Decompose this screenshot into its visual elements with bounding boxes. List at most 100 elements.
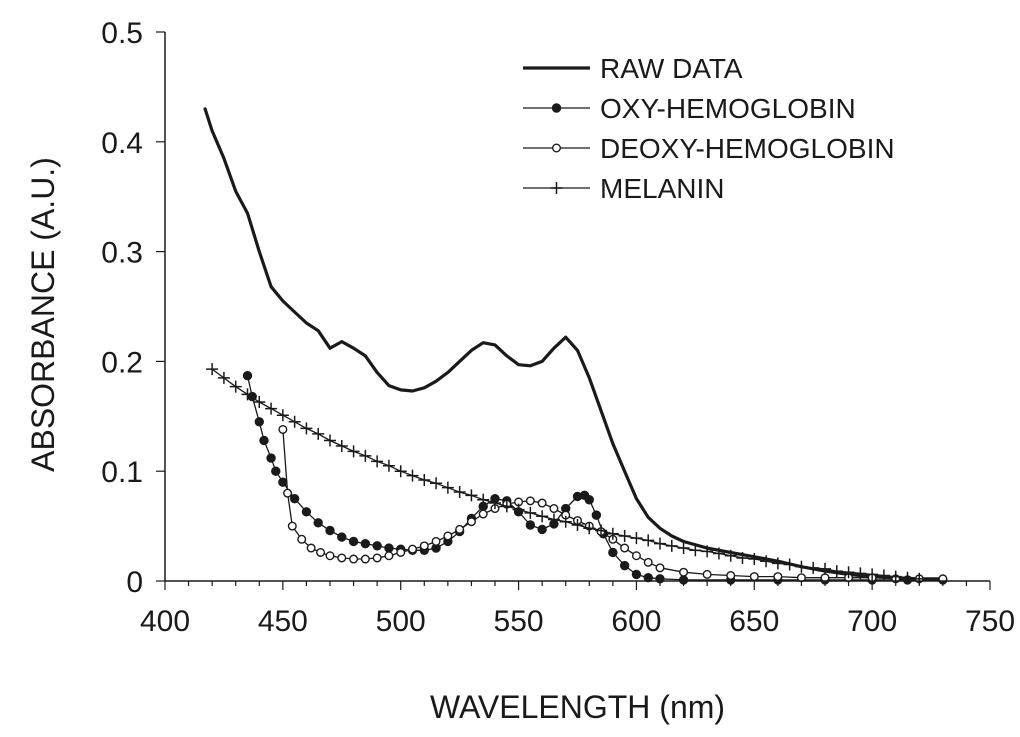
x-axis-ticks: 400 450 500 550 600 650 700 750 [140, 581, 1015, 638]
data-point-deoxy-hemoglobin [726, 571, 736, 581]
data-point-melanin [229, 380, 242, 393]
data-point-deoxy-hemoglobin [337, 553, 347, 563]
data-point-melanin [783, 558, 796, 571]
series-line-raw-data [203, 107, 945, 581]
data-point-melanin [441, 481, 454, 494]
data-point-melanin [595, 524, 608, 537]
data-point-oxy-hemoglobin [643, 573, 653, 583]
data-point-melanin [583, 522, 596, 535]
legend-marker [550, 182, 563, 194]
data-point-melanin [335, 439, 348, 452]
x-tick-label: 700 [847, 605, 897, 638]
data-point-melanin [500, 500, 513, 513]
x-tick-label: 650 [729, 605, 779, 638]
data-point-deoxy-hemoglobin [773, 572, 783, 582]
y-tick-label: 0.1 [101, 456, 143, 489]
data-point-melanin [877, 569, 890, 582]
data-point-deoxy-hemoglobin [297, 534, 307, 544]
series-line-oxy-hemoglobin [246, 375, 944, 581]
data-point-oxy-hemoglobin [266, 453, 276, 463]
data-point-oxy-hemoglobin [259, 435, 269, 446]
series-oxy-hemoglobin [242, 370, 948, 585]
x-tick-label: 450 [258, 605, 308, 638]
data-point-melanin [559, 515, 572, 528]
data-point-melanin [465, 489, 478, 502]
data-point-oxy-hemoglobin [301, 507, 312, 517]
y-tick-label: 0.4 [101, 127, 143, 160]
data-point-deoxy-hemoglobin [287, 521, 297, 531]
legend-label: RAW DATA [600, 53, 743, 84]
data-point-melanin [724, 549, 737, 562]
y-tick-label: 0 [126, 566, 143, 599]
data-point-melanin [642, 534, 655, 547]
data-point-oxy-hemoglobin [525, 520, 536, 530]
data-point-melanin [512, 503, 525, 516]
data-point-oxy-hemoglobin [242, 370, 253, 381]
data-point-melanin [406, 469, 419, 482]
legend-label: MELANIN [600, 173, 724, 204]
data-point-melanin [771, 557, 784, 570]
data-point-melanin [253, 396, 266, 409]
data-point-melanin [866, 568, 879, 581]
data-point-deoxy-hemoglobin [455, 524, 465, 534]
data-point-oxy-hemoglobin [537, 524, 547, 535]
data-point-oxy-hemoglobin [384, 543, 394, 553]
data-point-melanin [206, 363, 219, 376]
y-tick-label: 0.5 [101, 17, 143, 50]
data-point-oxy-hemoglobin [360, 538, 371, 549]
data-point-melanin [324, 434, 336, 447]
data-point-melanin [701, 545, 714, 558]
x-tick-label: 750 [965, 605, 1015, 638]
data-point-melanin [430, 477, 443, 490]
data-point-oxy-hemoglobin [313, 518, 323, 528]
data-point-melanin [382, 459, 395, 472]
data-point-deoxy-hemoglobin [306, 543, 316, 553]
x-axis-title: WAVELENGTH (nm) [430, 689, 725, 725]
data-point-deoxy-hemoglobin [325, 551, 335, 561]
data-point-melanin [854, 567, 867, 580]
data-point-oxy-hemoglobin [271, 466, 281, 476]
data-point-melanin [748, 553, 761, 566]
x-tick-label: 600 [611, 605, 661, 638]
data-point-melanin [689, 544, 702, 557]
data-point-melanin [830, 565, 843, 578]
data-point-melanin [712, 547, 725, 560]
data-point-oxy-hemoglobin [608, 547, 618, 558]
data-point-deoxy-hemoglobin [620, 543, 630, 553]
data-point-melanin [477, 493, 490, 506]
data-point-deoxy-hemoglobin [549, 504, 559, 514]
data-point-deoxy-hemoglobin [525, 496, 535, 506]
data-point-melanin [312, 427, 325, 440]
data-point-melanin [842, 566, 855, 579]
data-point-deoxy-hemoglobin [396, 547, 406, 557]
y-axis-ticks: 0 0.1 0.2 0.3 0.4 0.5 [101, 17, 165, 599]
data-point-oxy-hemoglobin [631, 569, 642, 580]
data-point-deoxy-hemoglobin [679, 567, 689, 577]
series-line-melanin [211, 368, 920, 580]
data-point-melanin [524, 506, 537, 519]
axes [164, 32, 990, 582]
data-point-melanin [807, 561, 820, 574]
data-point-melanin [547, 513, 560, 526]
data-point-melanin [300, 422, 313, 435]
data-point-melanin [760, 555, 773, 568]
data-point-melanin [819, 562, 831, 575]
data-point-melanin [618, 529, 631, 542]
data-point-melanin [347, 445, 360, 458]
data-point-deoxy-hemoglobin [283, 488, 293, 498]
y-tick-label: 0.3 [101, 237, 143, 270]
data-point-deoxy-hemoglobin [384, 551, 394, 561]
data-point-oxy-hemoglobin [254, 417, 264, 427]
x-tick-label: 500 [376, 605, 426, 638]
data-point-deoxy-hemoglobin [631, 551, 641, 561]
data-point-deoxy-hemoglobin [372, 553, 382, 563]
data-point-oxy-hemoglobin [325, 525, 335, 536]
data-point-melanin [276, 409, 289, 422]
legend: RAW DATA OXY-HEMOGLOBIN DEOXY-HEMOGLOBIN ME… [523, 53, 895, 204]
data-point-oxy-hemoglobin [289, 493, 300, 504]
data-point-deoxy-hemoglobin [443, 531, 453, 541]
legend-label: DEOXY-HEMOGLOBIN [600, 133, 895, 164]
data-point-melanin [536, 510, 549, 523]
data-point-deoxy-hemoglobin [278, 424, 288, 434]
legend-item-raw-data: RAW DATA [523, 53, 743, 84]
